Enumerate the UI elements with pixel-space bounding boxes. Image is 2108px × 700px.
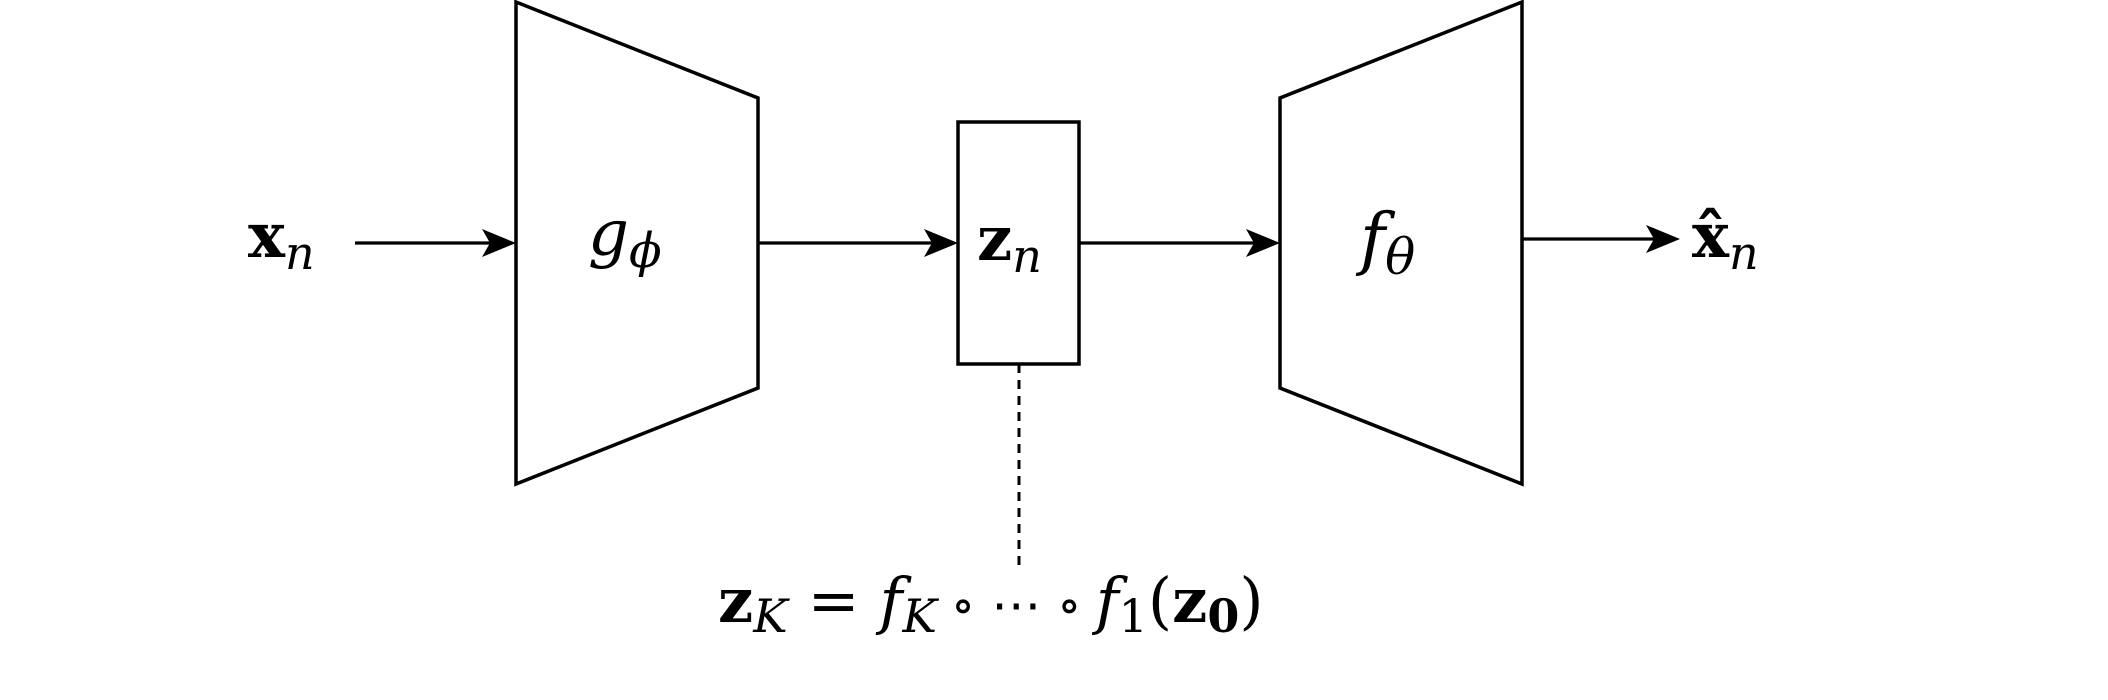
- encoder-block: [514, 0, 760, 487]
- input-label: xn: [248, 199, 315, 280]
- encoder-label: gϕ: [588, 197, 662, 279]
- arrow-decoder-to-output: [1522, 225, 1680, 253]
- decoder-label: fθ: [1355, 200, 1415, 286]
- arrow-input-to-encoder: [355, 229, 516, 257]
- latent-label: zn: [977, 202, 1042, 283]
- output-label: x̂n: [1692, 199, 1759, 280]
- arrow-encoder-to-latent: [758, 229, 958, 257]
- arrow-latent-to-decoder: [1079, 229, 1280, 257]
- flow-expression: zK = fK ∘ ⋯ ∘ f1(z0): [718, 564, 1264, 643]
- decoder-block: [1278, 0, 1524, 487]
